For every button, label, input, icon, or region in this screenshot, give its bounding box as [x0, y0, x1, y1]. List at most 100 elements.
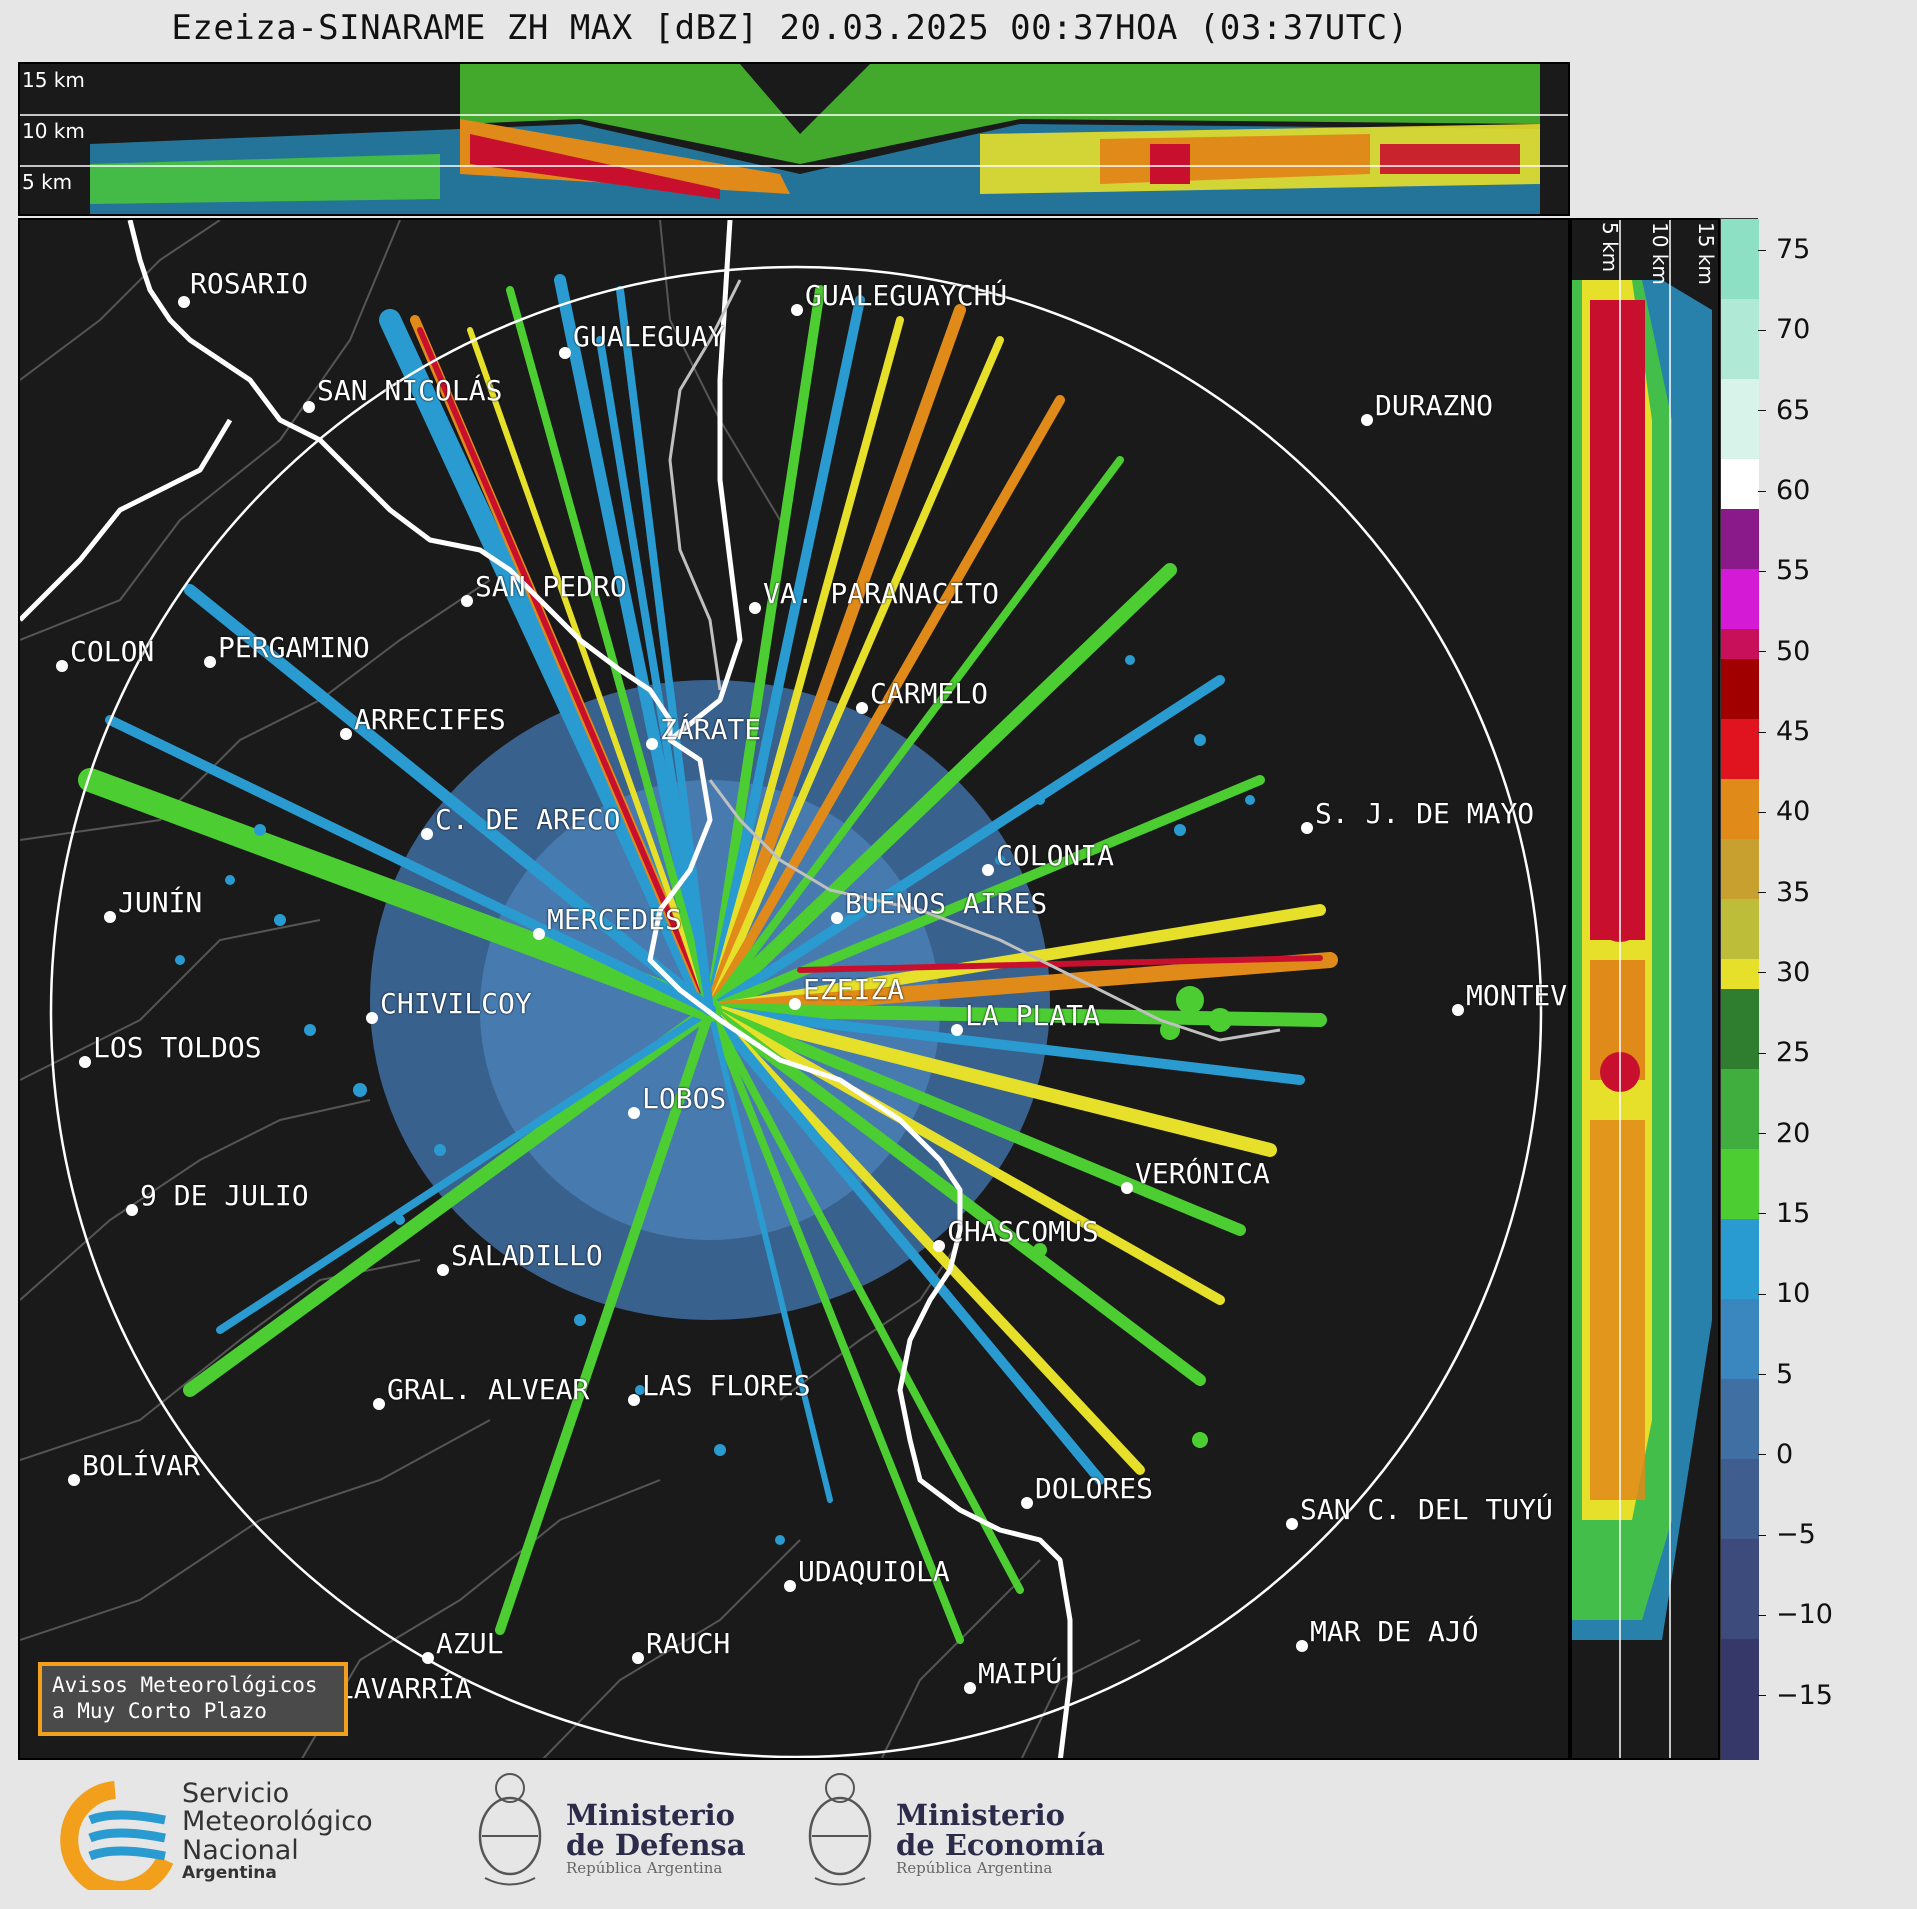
defensa-line-3: República Argentina: [566, 1858, 723, 1877]
aviso-line-2: a Muy Corto Plazo: [52, 1699, 267, 1724]
colorbar-tick: 70: [1758, 314, 1810, 345]
chart-title: Ezeiza-SINARAME ZH MAX [dBZ] 20.03.2025 …: [171, 8, 1409, 48]
city-colonia: COLONIA: [982, 842, 1114, 876]
city-rauch: RAUCH: [632, 1630, 730, 1664]
defensa-line-2: de Defensa: [566, 1828, 746, 1863]
colorbar-tick: 35: [1758, 877, 1810, 908]
city-las-flores: LAS FLORES: [628, 1372, 811, 1406]
colorbar-tick-label: 35: [1776, 876, 1811, 908]
city-zarate: ZÁRATE: [646, 716, 761, 750]
colorbar-tick-label: 55: [1776, 555, 1811, 587]
city-los-toldos: LOS TOLDOS: [79, 1034, 262, 1068]
city-va-paranacito: VA. PARANACITO: [749, 580, 999, 614]
city-bolivar: BOLÍVAR: [68, 1452, 200, 1486]
colorbar-tick-label: −5: [1776, 1519, 1816, 1551]
colorbar-tick: 50: [1758, 636, 1810, 667]
city-san-c-del-tuyu: SAN C. DEL TUYÚ: [1286, 1496, 1553, 1530]
city-ezeiza: EZEIZA: [789, 976, 904, 1010]
smn-logo-line-4: Argentina: [182, 1863, 277, 1884]
colorbar-tick-label: 10: [1776, 1278, 1811, 1310]
colorbar-tick: 0: [1758, 1439, 1793, 1470]
colorbar-tick-label: −15: [1776, 1679, 1833, 1711]
colorbar: [1720, 218, 1759, 1761]
city-chivilcoy: CHIVILCOY: [366, 990, 532, 1024]
colorbar-gradient: [1721, 219, 1759, 1761]
colorbar-tick: 5: [1758, 1359, 1793, 1390]
right-cross-section-panel: 5 km 10 km 15 km: [1570, 218, 1720, 1760]
top-cross-section-graphic: [20, 64, 1568, 214]
city-9-de-julio: 9 DE JULIO: [126, 1182, 309, 1216]
right-strip-label-15km: 15 km: [1694, 222, 1718, 285]
city-lobos: LOBOS: [628, 1085, 726, 1119]
radar-map: ROSARIO GUALEGUAYCHÚ GUALEGUAY SAN NICOL…: [18, 218, 1570, 1760]
city-s-j-de-mayo: S. J. DE MAYO: [1301, 800, 1534, 834]
smn-logo: Servicio Meteorológico Nacional Argentin…: [50, 1778, 390, 1900]
ministerio-defensa-logo: Ministerio de Defensa República Argentin…: [470, 1766, 770, 1901]
right-cross-section-graphic: [1572, 220, 1712, 1758]
city-buenos-aires: BUENOS AIRES: [831, 890, 1047, 924]
colorbar-tick: −10: [1758, 1599, 1833, 1630]
top-strip-label-10km: 10 km: [22, 119, 85, 143]
city-la-plata: LA PLATA: [951, 1002, 1100, 1036]
uruguay-border: [668, 279, 1281, 1042]
economia-line-3: República Argentina: [896, 1858, 1053, 1877]
top-cross-section-panel: 15 km 10 km 5 km: [18, 62, 1570, 216]
smn-logo-line-2: Meteorológico: [182, 1806, 373, 1838]
city-arrecifes: ARRECIFES: [340, 706, 506, 740]
city-gral-alvear: GRAL. ALVEAR: [373, 1376, 589, 1410]
radar-echo-spokes: [78, 274, 1338, 1644]
colorbar-tick: 10: [1758, 1278, 1810, 1309]
city-gualeguaychu: GUALEGUAYCHÚ: [791, 282, 1007, 316]
defensa-line-1: Ministerio: [566, 1798, 736, 1832]
city-saladillo: SALADILLO: [437, 1242, 603, 1276]
colorbar-tick: 60: [1758, 475, 1810, 506]
footer: Servicio Meteorológico Nacional Argentin…: [0, 1760, 1917, 1909]
city-san-nicolas: SAN NICOLÁS: [303, 377, 502, 413]
right-strip-label-10km: 10 km: [1648, 222, 1672, 285]
city-maipu: MAIPÚ: [964, 1660, 1062, 1694]
smn-logo-icon: [60, 1781, 174, 1890]
colorbar-tick: 45: [1758, 716, 1810, 747]
city-c-de-areco: C. DE ARECO: [421, 806, 620, 840]
right-strip-label-5km: 5 km: [1598, 222, 1622, 273]
economia-line-1: Ministerio: [896, 1798, 1066, 1832]
colorbar-tick: 75: [1758, 234, 1810, 265]
colorbar-tick-label: 25: [1776, 1037, 1811, 1069]
top-strip-label-15km: 15 km: [22, 68, 85, 92]
colorbar-tick: 25: [1758, 1037, 1810, 1068]
smn-logo-line-3: Nacional: [182, 1834, 299, 1866]
colorbar-tick-label: 45: [1776, 716, 1811, 747]
city-veronica: VERÓNICA: [1121, 1160, 1270, 1194]
escudo-icon: [478, 1773, 542, 1886]
city-gualeguay: GUALEGUAY: [559, 323, 725, 359]
city-rosario: ROSARIO: [178, 270, 308, 308]
top-strip-label-5km: 5 km: [22, 170, 73, 194]
colorbar-tick: 65: [1758, 395, 1810, 426]
colorbar-tick: −5: [1758, 1519, 1816, 1550]
ministerio-economia-logo: Ministerio de Economía República Argenti…: [800, 1766, 1120, 1901]
aviso-box: Avisos Meteorológicos a Muy Corto Plazo: [38, 1662, 348, 1736]
colorbar-tick-label: 70: [1776, 314, 1811, 346]
colorbar-tick: −15: [1758, 1680, 1833, 1711]
colorbar-tick: 55: [1758, 555, 1810, 586]
colorbar-tick: 15: [1758, 1198, 1810, 1229]
city-montevideo: MONTEV: [1452, 982, 1567, 1016]
city-azul: AZUL: [422, 1630, 503, 1664]
smn-logo-line-1: Servicio: [182, 1778, 290, 1809]
radar-echo-scatter: [175, 655, 1255, 1545]
city-pergamino: PERGAMINO: [204, 634, 370, 668]
range-ring: [49, 265, 1543, 1758]
city-mar-de-ajo: MAR DE AJÓ: [1296, 1618, 1479, 1652]
city-chascomus: CHASCOMUS: [933, 1218, 1099, 1252]
colorbar-tick-label: 15: [1776, 1197, 1811, 1229]
escudo-icon: [808, 1773, 872, 1886]
colorbar-tick-label: 75: [1776, 234, 1811, 266]
colorbar-tick-label: 0: [1776, 1438, 1794, 1470]
colorbar-tick-label: −10: [1776, 1599, 1833, 1631]
radar-map-graphic: [20, 220, 1543, 1758]
colorbar-tick-label: 40: [1776, 796, 1811, 828]
coastline: [20, 220, 1073, 1758]
colorbar-tick-label: 50: [1776, 635, 1811, 667]
city-carmelo: CARMELO: [856, 680, 988, 714]
city-dolores: DOLORES: [1021, 1475, 1153, 1509]
